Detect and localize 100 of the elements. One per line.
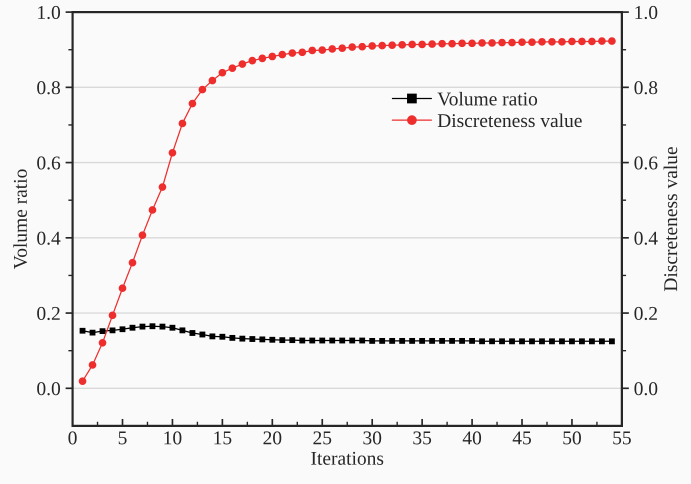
point [408,40,416,48]
point [160,324,166,330]
point [110,327,116,334]
point [578,38,586,46]
y-tick-label: 0.2 [37,306,60,320]
y2-tick-label: 0.6 [634,156,658,170]
y2-tick-label: 0.2 [634,306,657,320]
point [508,38,516,46]
point [168,148,176,157]
point [399,338,406,344]
point [138,231,146,240]
point [489,338,495,344]
point [569,338,575,344]
x-tick-label: 50 [563,431,581,444]
point [598,37,606,45]
point [148,206,156,214]
point [439,338,446,344]
point [279,337,286,344]
point [549,338,555,344]
point [309,338,316,344]
x-tick-label: 0 [68,431,77,444]
x-tick-label: 25 [313,431,332,444]
point [118,284,126,292]
point [499,338,505,344]
point [209,333,216,340]
point [418,40,426,48]
point [328,45,336,53]
point [90,330,96,336]
point [449,338,456,344]
x-tick-label: 30 [363,431,382,444]
point [218,68,226,76]
point [529,338,535,344]
point [189,330,196,336]
point [478,39,486,47]
y-tick-label: 0.0 [37,382,60,396]
y2-tick-label: 0.4 [634,232,658,245]
y-tick-label: 1.0 [38,6,60,20]
point [359,338,366,344]
point [298,48,306,56]
x-tick-label: 35 [413,431,432,444]
point [259,336,266,342]
point [308,46,316,54]
point [329,338,336,344]
point [589,338,595,344]
x-tick-label: 40 [462,431,482,444]
point [228,64,236,72]
point [379,338,386,344]
point [608,338,615,344]
x-tick-label: 55 [613,432,631,444]
x-tick-label: 10 [164,431,182,444]
point [278,50,286,58]
y2-tick-label: 0.0 [634,382,658,396]
y2-axis-title: Discreteness value [664,147,678,292]
point [268,52,276,60]
point [120,326,126,332]
point [588,38,596,46]
point [438,40,446,48]
point [80,328,86,334]
point [130,324,136,331]
y-tick-label: 0.4 [37,232,60,245]
y2-tick-label: 1.0 [635,6,658,20]
point [498,38,506,46]
point [398,41,406,49]
point [289,337,296,344]
point [558,38,566,46]
y-axis-title: Volume ratio [13,169,28,270]
point [349,338,356,344]
point [468,40,476,48]
x-axis-title: Iterations [311,452,384,465]
point [199,332,206,338]
point [479,338,485,344]
point [170,324,176,331]
point [409,338,416,344]
point [388,41,396,50]
point [458,40,466,48]
x-tick-label: 45 [512,431,531,444]
point [140,324,146,330]
point [538,38,546,46]
legend-label: Discreteness value [438,113,582,128]
point [518,38,526,46]
point [229,334,236,341]
point [108,311,116,320]
point [599,338,605,344]
x-tick-label: 5 [118,432,127,444]
point [339,338,346,344]
point [348,43,356,51]
y2-tick-label: 0.8 [634,81,658,94]
point [318,46,326,54]
point [459,338,466,344]
point [448,40,456,48]
point [539,338,545,344]
point [378,42,386,50]
point [358,42,366,51]
point [98,338,106,347]
point [178,120,186,128]
point [219,334,226,340]
point [249,336,256,342]
point [299,338,306,344]
point [180,327,186,334]
point [568,38,576,46]
